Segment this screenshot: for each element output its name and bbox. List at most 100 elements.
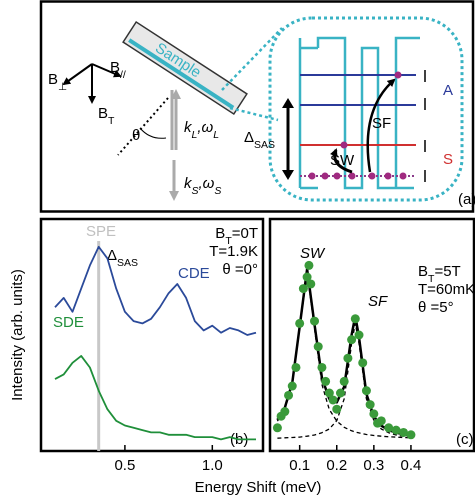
data-point [302, 272, 312, 282]
data-point [284, 390, 294, 400]
subscript: T [428, 273, 435, 285]
annotation: T=60mK [418, 281, 475, 298]
panel-label: (a) [458, 191, 475, 208]
subscript: T [108, 115, 115, 127]
series-line [276, 271, 411, 439]
data-point [376, 416, 386, 426]
label: SF [372, 115, 391, 132]
data-point [324, 388, 334, 398]
text-part: k [184, 175, 193, 192]
data-point [347, 335, 357, 345]
normal-line [117, 97, 169, 156]
x-tick-label: 0.2 [326, 457, 347, 474]
text-part: B [48, 71, 58, 88]
data-point [339, 376, 349, 386]
data-point [306, 279, 316, 289]
x-axis-title: Energy Shift (meV) [195, 479, 322, 496]
label: θ [132, 127, 140, 144]
text-part: T=60mK [418, 281, 475, 298]
text-part: k [184, 119, 193, 136]
label: A [443, 82, 453, 99]
arrow [91, 63, 122, 78]
data-point [317, 362, 327, 372]
label: kL,ωL [184, 119, 219, 141]
data-point [272, 423, 282, 433]
x-tick-label: 0.5 [114, 457, 135, 474]
panel-label: (c) [456, 431, 474, 448]
subscript: T [225, 235, 232, 247]
data-point [384, 423, 394, 433]
series-line [54, 245, 257, 336]
label: kS,ωS [184, 175, 221, 197]
data-point [350, 314, 360, 324]
subscript: ⊥ [58, 81, 67, 93]
panel-c: SW SF BT=5T T=60mK θ =5° (c) 0.1 0.2 0.3 0.… [268, 217, 475, 474]
data-point [328, 395, 338, 405]
annotation: BT=0T [215, 225, 258, 247]
data-point [365, 400, 375, 410]
subscript: SAS [254, 139, 275, 151]
arrowheads [282, 98, 294, 180]
label: B⊥ [48, 71, 67, 93]
label: ΔSAS [244, 129, 275, 151]
label: BT [98, 105, 115, 127]
label: SW [330, 152, 355, 169]
subscript: L [213, 129, 219, 141]
sample: Sample [122, 20, 248, 116]
subscript: S [192, 185, 199, 197]
panel-a: B⊥ B// BT Sample θ kL,ωL kS,ωS ΔSAS SW [39, 0, 475, 213]
panel-border [39, 217, 265, 453]
data-point [399, 427, 409, 437]
x-tick-label: 0.4 [401, 457, 422, 474]
data-point [391, 425, 401, 435]
data-point [304, 260, 314, 270]
text-part: ,ω [199, 175, 215, 192]
text-part: B [110, 59, 120, 76]
text-part: Δ [107, 247, 117, 264]
annotation: θ =0° [222, 261, 258, 278]
zoom-line [229, 106, 279, 122]
data-point [313, 342, 323, 352]
text-part: B [98, 105, 108, 122]
data-point [287, 381, 297, 391]
data-point [369, 409, 379, 419]
annotation: BT=5T [418, 263, 461, 285]
panel-border [268, 217, 475, 453]
annotation: SPE [86, 223, 116, 240]
subscript: // [120, 69, 126, 81]
text-part: T=1.9K [209, 243, 258, 260]
y-axis-title: Intensity (arb. units) [9, 269, 26, 401]
data-point [343, 353, 353, 363]
data-point [298, 284, 308, 294]
zoom-line [221, 27, 283, 91]
data-point [332, 404, 342, 414]
quantum-well [298, 36, 420, 190]
label: S [443, 151, 453, 168]
annotation: θ =5° [418, 299, 454, 316]
data-point [321, 376, 331, 386]
data-point [354, 330, 364, 340]
series-line [54, 355, 256, 441]
x-tick-label: 1.0 [202, 457, 223, 474]
data-point [361, 386, 371, 396]
subscript: SAS [117, 257, 138, 269]
data-point [406, 430, 416, 440]
x-tick-label: 0.1 [289, 457, 310, 474]
legend-label: CDE [178, 265, 210, 282]
data-point [358, 358, 368, 368]
subscript: S [214, 185, 221, 197]
sw-arrow [330, 148, 353, 174]
annotation: ΔSAS [107, 247, 138, 269]
panel-b: SPE ΔSAS CDE SDE BT=0T T=1.9K θ =0° (b) … [39, 217, 265, 474]
panel-border [39, 0, 475, 213]
x-tick-label: 0.3 [363, 457, 384, 474]
text-part: B [418, 263, 428, 280]
text-part: θ =0° [222, 261, 258, 278]
legend-label: SDE [53, 314, 84, 331]
data-point [291, 362, 301, 372]
data-point [310, 316, 320, 326]
text-part: B [215, 225, 225, 242]
sf-arrow [366, 78, 396, 173]
zoom-circle [268, 16, 464, 202]
